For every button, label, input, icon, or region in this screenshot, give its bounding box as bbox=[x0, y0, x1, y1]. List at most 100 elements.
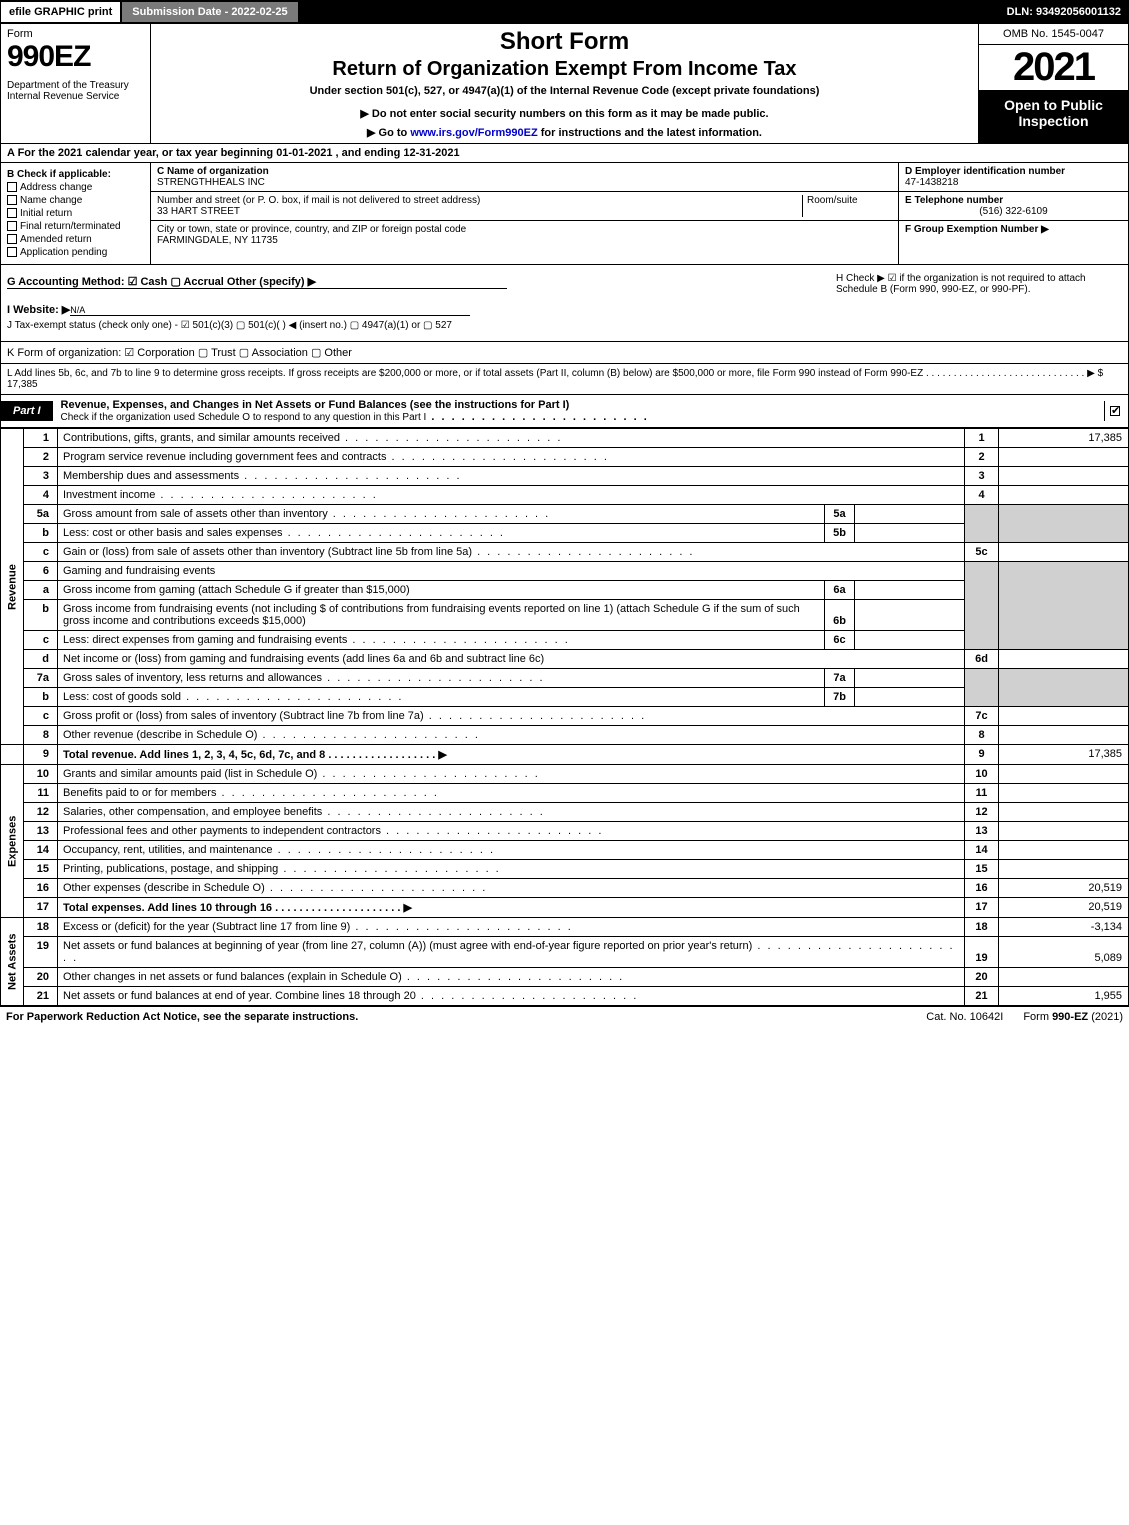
b-opt-name[interactable]: Name change bbox=[7, 195, 144, 206]
section-l: L Add lines 5b, 6c, and 7b to line 9 to … bbox=[0, 364, 1129, 395]
d-label: D Employer identification number bbox=[905, 166, 1065, 177]
b-opt-address[interactable]: Address change bbox=[7, 182, 144, 193]
e-value: (516) 322-6109 bbox=[905, 206, 1122, 217]
l-value: 17,385 bbox=[7, 379, 38, 390]
e-phone: E Telephone number (516) 322-6109 bbox=[899, 192, 1128, 221]
header-right: OMB No. 1545-0047 2021 Open to Public In… bbox=[978, 24, 1128, 143]
line-12: 12Salaries, other compensation, and empl… bbox=[1, 803, 1129, 822]
line-21: 21Net assets or fund balances at end of … bbox=[1, 987, 1129, 1006]
form-number: 990EZ bbox=[7, 40, 144, 74]
room-suite: Room/suite bbox=[802, 195, 892, 217]
part1-header: Part I Revenue, Expenses, and Changes in… bbox=[0, 395, 1129, 428]
section-c-block: C Name of organization STRENGTHHEALS INC… bbox=[151, 163, 898, 264]
efile-label[interactable]: efile GRAPHIC print bbox=[0, 1, 121, 23]
f-label: F Group Exemption Number ▶ bbox=[905, 224, 1049, 235]
d-value: 47-1438218 bbox=[905, 177, 958, 188]
line-18: Net Assets 18Excess or (deficit) for the… bbox=[1, 918, 1129, 937]
j-tax-exempt: J Tax-exempt status (check only one) - ☑… bbox=[7, 320, 832, 331]
footer: For Paperwork Reduction Act Notice, see … bbox=[0, 1006, 1129, 1027]
line-3: 3 Membership dues and assessments 3 bbox=[1, 467, 1129, 486]
line-5b: b Less: cost or other basis and sales ex… bbox=[1, 524, 1129, 543]
section-ghi: G Accounting Method: ☑ Cash ▢ Accrual Ot… bbox=[0, 265, 1129, 342]
form-header: Form 990EZ Department of the Treasury In… bbox=[0, 24, 1129, 144]
side-netassets: Net Assets bbox=[1, 918, 24, 1006]
goto-note: ▶ Go to www.irs.gov/Form990EZ for instru… bbox=[159, 126, 970, 139]
header-left: Form 990EZ Department of the Treasury In… bbox=[1, 24, 151, 143]
line-5c: c Gain or (loss) from sale of assets oth… bbox=[1, 543, 1129, 562]
i-value: N/A bbox=[70, 305, 470, 316]
line-13: 13Professional fees and other payments t… bbox=[1, 822, 1129, 841]
c-city-value: FARMINGDALE, NY 11735 bbox=[157, 235, 278, 246]
line-19: 19Net assets or fund balances at beginni… bbox=[1, 937, 1129, 968]
f-group: F Group Exemption Number ▶ bbox=[899, 221, 1128, 264]
section-b-left: B Check if applicable: Address change Na… bbox=[1, 163, 151, 264]
b-opt-pending[interactable]: Application pending bbox=[7, 247, 144, 258]
dept-label: Department of the Treasury Internal Reve… bbox=[7, 80, 144, 102]
line-16: 16Other expenses (describe in Schedule O… bbox=[1, 879, 1129, 898]
part1-sub: Check if the organization used Schedule … bbox=[61, 412, 427, 423]
g-accounting: G Accounting Method: ☑ Cash ▢ Accrual Ot… bbox=[7, 275, 507, 289]
c-street-label: Number and street (or P. O. box, if mail… bbox=[157, 195, 480, 206]
line-7c: c Gross profit or (loss) from sales of i… bbox=[1, 707, 1129, 726]
footer-left: For Paperwork Reduction Act Notice, see … bbox=[6, 1011, 906, 1023]
line-17: 17Total expenses. Add lines 10 through 1… bbox=[1, 898, 1129, 918]
line-6a: a Gross income from gaming (attach Sched… bbox=[1, 581, 1129, 600]
short-form-title: Short Form bbox=[159, 28, 970, 56]
row-a-calendar: A For the 2021 calendar year, or tax yea… bbox=[0, 144, 1129, 163]
footer-mid: Cat. No. 10642I bbox=[926, 1011, 1003, 1023]
i-website: I Website: ▶N/A bbox=[7, 303, 832, 316]
line-7b: b Less: cost of goods sold 7b bbox=[1, 688, 1129, 707]
line-6c: c Less: direct expenses from gaming and … bbox=[1, 631, 1129, 650]
l-text: L Add lines 5b, 6c, and 7b to line 9 to … bbox=[7, 368, 1103, 379]
ghi-left: G Accounting Method: ☑ Cash ▢ Accrual Ot… bbox=[7, 271, 832, 335]
submission-date: Submission Date - 2022-02-25 bbox=[121, 1, 298, 23]
line-10: Expenses 10 Grants and similar amounts p… bbox=[1, 765, 1129, 784]
c-name-value: STRENGTHHEALS INC bbox=[157, 177, 265, 188]
line-11: 11Benefits paid to or for members 11 bbox=[1, 784, 1129, 803]
i-label: I Website: ▶ bbox=[7, 304, 70, 316]
line-9: 9 Total revenue. Add lines 1, 2, 3, 4, 5… bbox=[1, 745, 1129, 765]
side-revenue: Revenue bbox=[1, 429, 24, 745]
c-city-label: City or town, state or province, country… bbox=[157, 224, 466, 235]
l1-text: Contributions, gifts, grants, and simila… bbox=[63, 432, 340, 444]
line-6d: d Net income or (loss) from gaming and f… bbox=[1, 650, 1129, 669]
c-name-label: C Name of organization bbox=[157, 166, 269, 177]
tax-year: 2021 bbox=[979, 45, 1128, 91]
part1-check[interactable] bbox=[1104, 401, 1128, 421]
footer-right: Form 990-EZ (2021) bbox=[1023, 1011, 1123, 1023]
h-check: H Check ▶ ☑ if the organization is not r… bbox=[832, 271, 1122, 335]
line-8: 8 Other revenue (describe in Schedule O)… bbox=[1, 726, 1129, 745]
top-bar: efile GRAPHIC print Submission Date - 20… bbox=[0, 0, 1129, 24]
irs-link[interactable]: www.irs.gov/Form990EZ bbox=[410, 127, 537, 139]
e-label: E Telephone number bbox=[905, 195, 1003, 206]
part1-tab: Part I bbox=[1, 401, 53, 421]
header-center: Short Form Return of Organization Exempt… bbox=[151, 24, 978, 143]
d-ein: D Employer identification number 47-1438… bbox=[899, 163, 1128, 192]
section-b-block: B Check if applicable: Address change Na… bbox=[0, 163, 1129, 265]
form-word: Form bbox=[7, 28, 144, 40]
c-street-row: Number and street (or P. O. box, if mail… bbox=[151, 192, 898, 221]
do-not-note: ▶ Do not enter social security numbers o… bbox=[159, 107, 970, 120]
line-14: 14Occupancy, rent, utilities, and mainte… bbox=[1, 841, 1129, 860]
line-4: 4 Investment income 4 bbox=[1, 486, 1129, 505]
line-2: 2 Program service revenue including gove… bbox=[1, 448, 1129, 467]
line-20: 20Other changes in net assets or fund ba… bbox=[1, 968, 1129, 987]
line-6b: b Gross income from fundraising events (… bbox=[1, 600, 1129, 631]
b-opt-amended[interactable]: Amended return bbox=[7, 234, 144, 245]
c-name-row: C Name of organization STRENGTHHEALS INC bbox=[151, 163, 898, 192]
c-street-value: 33 HART STREET bbox=[157, 206, 240, 217]
section-k: K Form of organization: ☑ Corporation ▢ … bbox=[0, 342, 1129, 364]
b-title: B Check if applicable: bbox=[7, 169, 144, 180]
b-opt-final[interactable]: Final return/terminated bbox=[7, 221, 144, 232]
line-15: 15Printing, publications, postage, and s… bbox=[1, 860, 1129, 879]
b-opt-initial[interactable]: Initial return bbox=[7, 208, 144, 219]
return-title: Return of Organization Exempt From Incom… bbox=[159, 58, 970, 81]
line-5a: 5a Gross amount from sale of assets othe… bbox=[1, 505, 1129, 524]
part1-title: Revenue, Expenses, and Changes in Net As… bbox=[53, 395, 1104, 427]
under-section: Under section 501(c), 527, or 4947(a)(1)… bbox=[159, 85, 970, 97]
l1-val: 17,385 bbox=[999, 429, 1129, 448]
section-d-e-f: D Employer identification number 47-1438… bbox=[898, 163, 1128, 264]
c-city-row: City or town, state or province, country… bbox=[151, 221, 898, 249]
open-to-public: Open to Public Inspection bbox=[979, 91, 1128, 143]
omb-number: OMB No. 1545-0047 bbox=[979, 24, 1128, 45]
